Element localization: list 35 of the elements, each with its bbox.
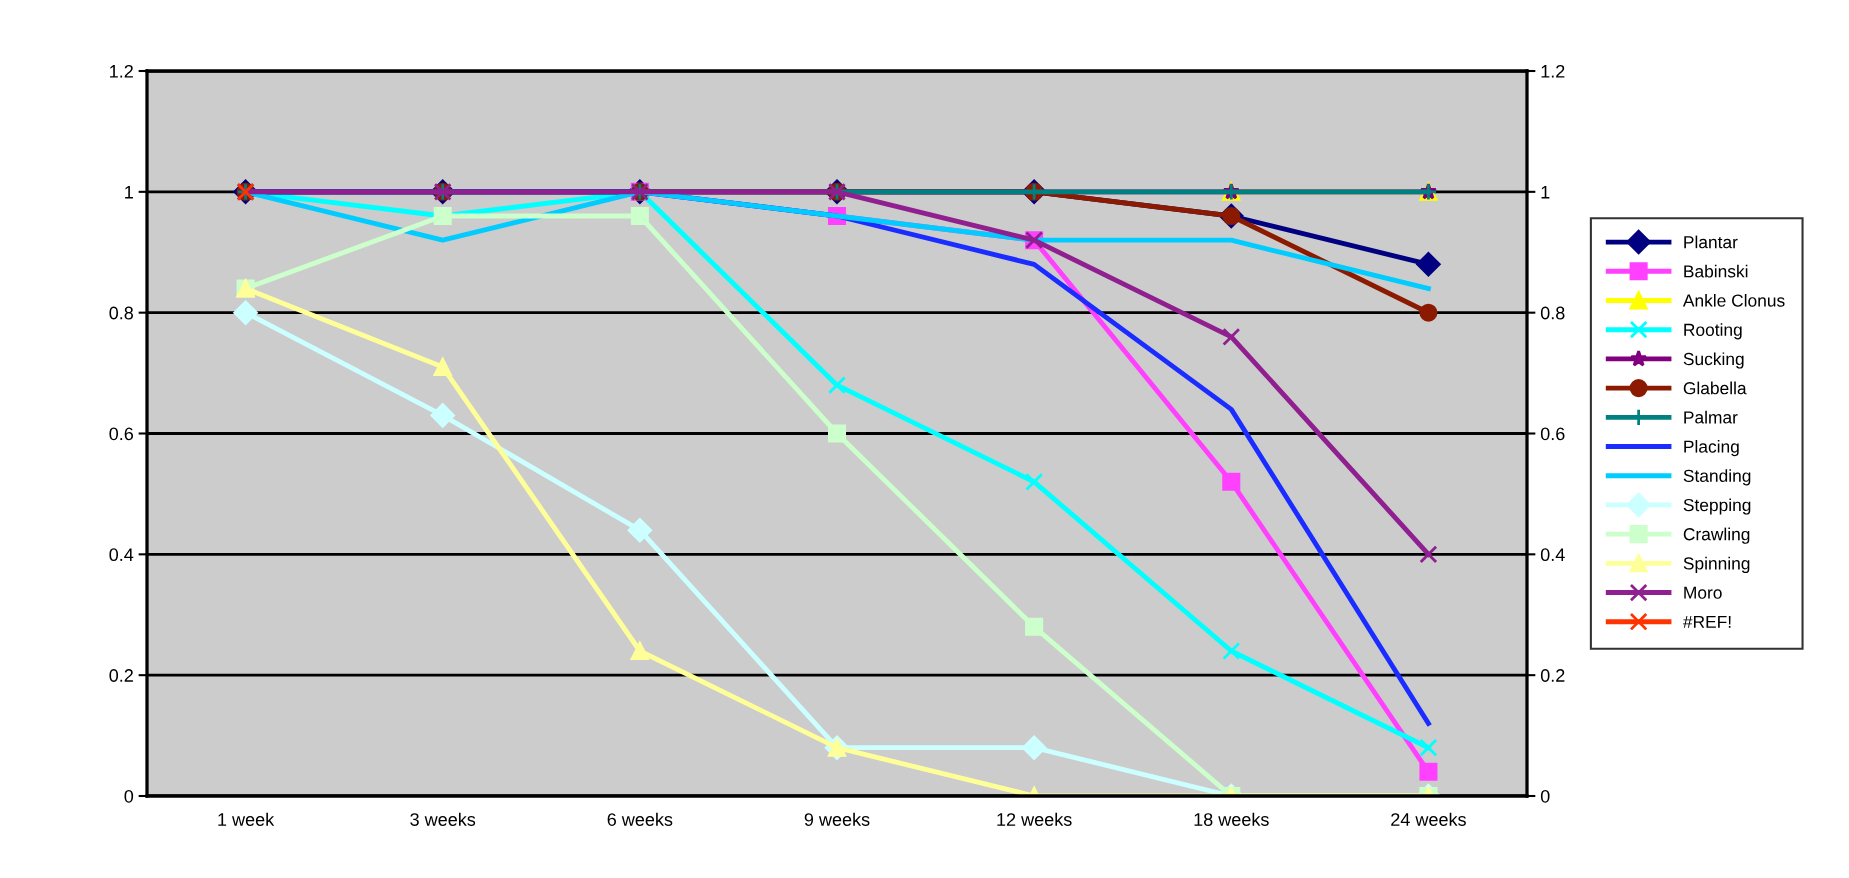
legend-label: Ankle Clonus <box>1682 293 1785 307</box>
legend-label: Spinning <box>1683 556 1750 574</box>
x-tick-label: 1 week <box>218 812 275 826</box>
y2-tick-label: 0.8 <box>1540 306 1565 320</box>
legend-label: Plantar <box>1684 235 1738 249</box>
legend-label: Glabella <box>1683 381 1747 395</box>
y2-tick-label: 0.2 <box>1540 669 1565 682</box>
y2-tick-label: 1 <box>1541 185 1550 199</box>
legend-label: Crawling <box>1683 527 1750 544</box>
legend-label: Moro <box>1684 586 1722 599</box>
legend-label: #REF! <box>1682 615 1731 628</box>
legend-label: Rooting <box>1684 323 1742 340</box>
legend-label: Sucking <box>1683 352 1744 369</box>
legend-label: Placing <box>1684 440 1739 457</box>
x-tick-label: 6 weeks <box>607 812 673 826</box>
legend-label: Stepping <box>1683 498 1751 515</box>
legend-label: Palmar <box>1684 410 1738 424</box>
y-tick-label: 1.2 <box>110 64 133 78</box>
y2-tick-label: 1.2 <box>1541 64 1565 78</box>
y-tick-label: 0.6 <box>109 427 134 441</box>
y2-tick-label: 0.6 <box>1540 427 1565 441</box>
x-tick-label: 24 weeks <box>1391 812 1466 826</box>
y-tick-label: 0 <box>124 789 134 803</box>
x-tick-label: 3 weeks <box>410 812 476 826</box>
y2-tick-label: 0.4 <box>1540 548 1565 562</box>
y2-tick-label: 0 <box>1540 789 1550 803</box>
y-tick-label: 0.4 <box>109 548 134 562</box>
y-tick-label: 0.8 <box>109 306 134 320</box>
y-tick-label: 1 <box>125 185 133 199</box>
y-tick-label: 0.2 <box>109 669 133 682</box>
x-tick-label: 12 weeks <box>997 812 1072 826</box>
legend-label: Babinski <box>1684 264 1748 278</box>
x-tick-label: 9 weeks <box>804 812 870 826</box>
x-tick-label: 18 weeks <box>1194 812 1269 826</box>
legend-label: Standing <box>1683 469 1751 486</box>
